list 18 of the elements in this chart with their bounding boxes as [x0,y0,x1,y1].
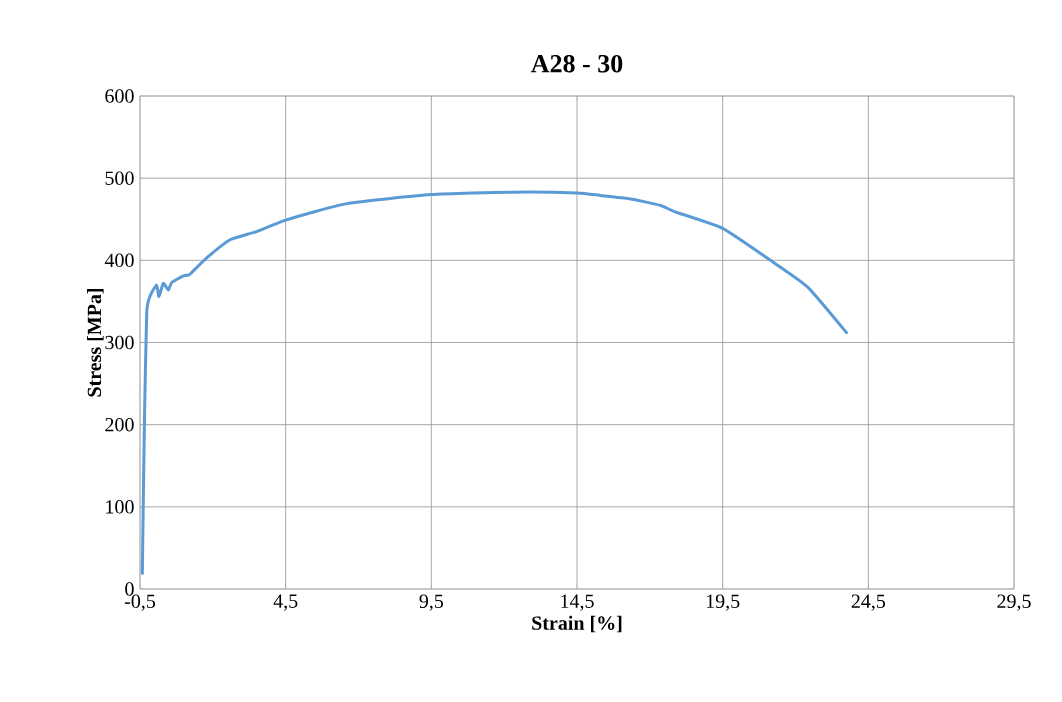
y-tick-label: 0 [125,582,134,596]
y-tick-label: 500 [105,171,134,185]
x-tick-label: 19,5 [706,594,740,611]
x-tick-label: 9,5 [419,594,444,611]
x-tick-label: -0,5 [124,594,156,611]
x-tick-label: 4,5 [273,594,298,611]
y-tick-label: 200 [105,417,134,432]
chart-title: A28 - 30 [531,54,623,73]
x-tick-label: 24,5 [851,594,886,611]
x-tick-label: 29,5 [997,594,1031,611]
y-tick-label: 600 [105,89,134,103]
x-tick-label: 14,5 [561,594,594,611]
x-axis-title: Strain [%] [532,615,622,633]
y-tick-label: 300 [105,335,134,350]
y-tick-label: 400 [104,253,134,268]
y-tick-label: 100 [106,500,134,514]
line-series [140,190,848,575]
y-axis-title: Stress [MPa] [87,288,104,397]
